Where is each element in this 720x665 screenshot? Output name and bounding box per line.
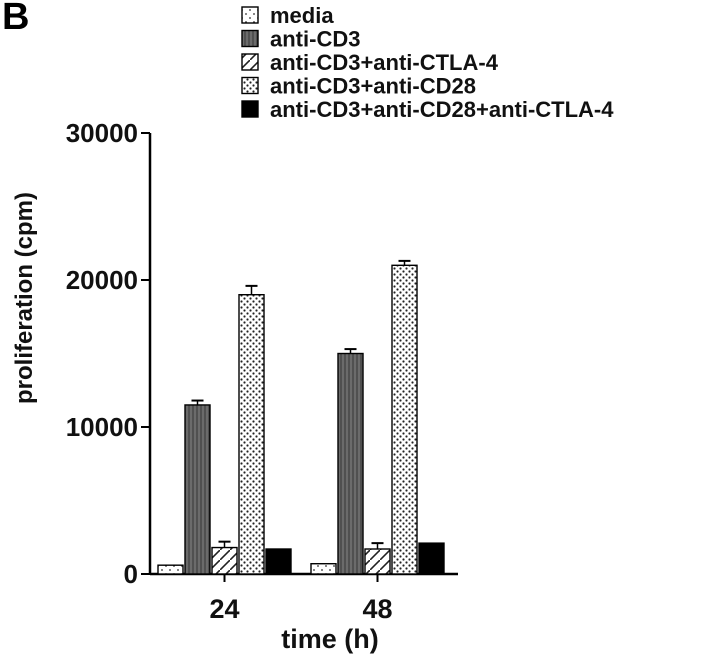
- bar: [184, 404, 211, 575]
- y-tick-label: 10000: [66, 412, 138, 442]
- legend-swatch: [241, 76, 259, 95]
- axes: 0 10000 20000 30000: [66, 118, 458, 589]
- x-tick-label: 24: [209, 594, 239, 624]
- bar: [337, 352, 364, 575]
- bar: [418, 542, 445, 575]
- legend-label: media: [270, 3, 334, 28]
- legend-swatch: [241, 53, 259, 71]
- bar: [211, 546, 238, 575]
- panel-label: B: [2, 0, 30, 38]
- legend-label: anti-CD3+anti-CD28+anti-CTLA-4: [270, 97, 614, 122]
- bars: 24 48: [157, 259, 445, 624]
- bar: [310, 563, 337, 575]
- legend: mediaanti-CD3anti-CD3+anti-CTLA-4anti-CD…: [241, 3, 614, 122]
- bar: [391, 264, 418, 575]
- bar: [265, 548, 292, 575]
- y-tick-label: 30000: [66, 118, 138, 148]
- bar: [157, 564, 184, 575]
- y-tick-label: 0: [124, 559, 138, 589]
- bar: [238, 294, 265, 575]
- legend-swatch: [241, 29, 259, 48]
- legend-label: anti-CD3+anti-CD28: [270, 74, 476, 99]
- bar: [364, 548, 391, 575]
- y-axis-label: proliferation (cpm): [11, 192, 38, 404]
- legend-swatch: [241, 6, 259, 24]
- x-tick-label: 48: [362, 594, 392, 624]
- legend-label: anti-CD3: [270, 27, 360, 52]
- y-tick-label: 20000: [66, 265, 138, 295]
- legend-label: anti-CD3+anti-CTLA-4: [270, 50, 499, 75]
- x-axis-label: time (h): [281, 624, 379, 654]
- legend-swatch: [241, 100, 259, 118]
